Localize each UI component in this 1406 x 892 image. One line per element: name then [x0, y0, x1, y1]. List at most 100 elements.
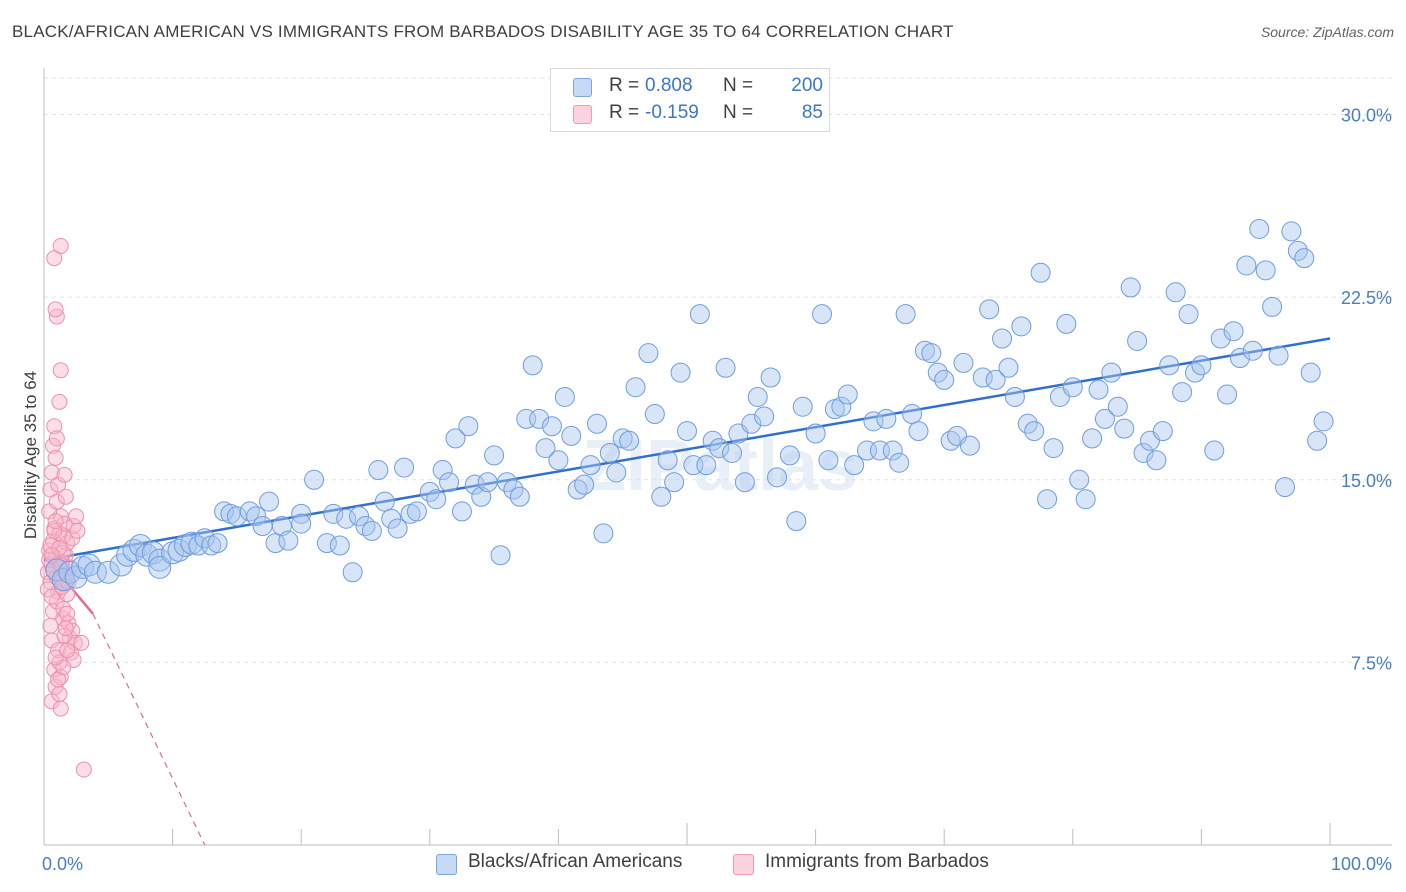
data-point-barbados: [68, 508, 85, 525]
data-point-blacks: [329, 535, 350, 556]
data-point-blacks: [1082, 428, 1103, 449]
data-point-blacks: [291, 513, 312, 534]
data-point-blacks: [1159, 355, 1180, 376]
y-axis-label: Disability Age 35 to 64: [21, 371, 40, 539]
data-point-blacks: [1242, 340, 1263, 361]
watermark: ZIPatlas: [582, 426, 858, 506]
data-point-blacks: [1062, 377, 1083, 398]
data-point-blacks: [1294, 248, 1315, 269]
data-point-blacks: [445, 428, 466, 449]
data-point-blacks: [972, 367, 993, 388]
data-point-blacks: [148, 555, 172, 579]
data-point-barbados: [47, 449, 64, 466]
data-point-blacks: [394, 457, 415, 478]
data-point-blacks: [548, 450, 569, 471]
data-point-blacks: [1217, 384, 1238, 405]
data-point-barbados: [55, 527, 72, 544]
data-point-barbados: [59, 642, 76, 659]
data-point-blacks: [278, 530, 299, 551]
data-point-blacks: [406, 501, 427, 522]
data-point-blacks: [619, 430, 640, 451]
data-point-blacks: [1307, 430, 1328, 451]
trendline-blue: [43, 337, 1331, 562]
stats-legend: R = 0.808 N = 200 R = -0.159 N = 85: [550, 68, 830, 132]
data-point-barbados: [47, 301, 64, 318]
data-point-blacks: [979, 299, 1000, 320]
legend-n-label: N =: [723, 75, 754, 96]
data-point-blacks: [863, 411, 884, 432]
points-barbados: [39, 238, 92, 778]
data-point-barbados: [47, 513, 64, 530]
data-point-blacks: [1223, 321, 1244, 342]
data-point-blacks: [1268, 345, 1289, 366]
data-point-barbados: [52, 238, 69, 255]
data-point-blacks: [818, 450, 839, 471]
data-point-blacks: [1004, 386, 1025, 407]
data-point-blacks: [934, 369, 955, 390]
data-point-barbados: [50, 671, 67, 688]
data-point-blacks: [1210, 328, 1231, 349]
data-point-blacks: [1204, 440, 1225, 461]
data-point-blacks: [180, 531, 204, 555]
data-point-blacks: [644, 404, 665, 425]
data-point-blacks: [1127, 330, 1148, 351]
legend-n-label: N =: [723, 102, 754, 123]
data-point-blacks: [722, 442, 743, 463]
data-point-blacks: [509, 486, 530, 507]
data-point-blacks: [889, 452, 910, 473]
data-point-blacks: [1249, 218, 1270, 239]
data-point-blacks: [1133, 442, 1154, 463]
data-point-blacks: [1191, 355, 1212, 376]
data-point-barbados: [73, 634, 90, 651]
data-point-blacks: [1300, 362, 1321, 383]
data-point-blacks: [96, 560, 120, 584]
data-point-blacks: [387, 518, 408, 539]
data-point-blacks: [484, 445, 505, 466]
x-tick-label: 0.0%: [42, 854, 83, 874]
data-point-blacks: [754, 406, 775, 427]
data-point-blacks: [779, 445, 800, 466]
data-point-blacks: [670, 362, 691, 383]
data-point-blacks: [259, 491, 280, 512]
data-point-barbados: [47, 649, 64, 666]
data-point-blacks: [747, 386, 768, 407]
data-point-barbados: [48, 493, 65, 510]
data-point-blacks: [316, 533, 337, 554]
source-credit: Source: ZipAtlas.com: [1260, 24, 1394, 40]
data-point-blacks: [122, 538, 146, 562]
points-blacks: [45, 218, 1334, 592]
data-point-blacks: [490, 545, 511, 566]
data-point-barbados: [51, 393, 68, 410]
legend-r-value: 0.808: [645, 75, 693, 96]
data-point-blacks: [741, 413, 762, 434]
data-point-blacks: [451, 501, 472, 522]
data-point-blacks: [1262, 296, 1283, 317]
data-point-barbados: [56, 466, 73, 483]
data-point-blacks: [477, 472, 498, 493]
data-point-blacks: [1069, 469, 1090, 490]
data-point-blacks: [1236, 255, 1257, 276]
data-point-blacks: [715, 357, 736, 378]
data-point-blacks: [805, 423, 826, 444]
data-point-blacks: [992, 328, 1013, 349]
data-point-barbados: [48, 430, 65, 447]
y-tick-label: 15.0%: [1341, 471, 1392, 491]
data-point-blacks: [696, 455, 717, 476]
data-point-blacks: [1088, 379, 1109, 400]
legend-n-value: 200: [791, 75, 823, 96]
data-point-blacks: [985, 369, 1006, 390]
data-point-blacks: [464, 474, 485, 495]
data-point-blacks: [689, 304, 710, 325]
data-point-barbados: [59, 605, 76, 622]
legend-swatch-pink: [733, 854, 754, 875]
data-point-blacks: [554, 386, 575, 407]
data-point-blacks: [767, 467, 788, 488]
data-point-blacks: [426, 489, 447, 510]
tick-labels: 7.5% 15.0% 22.5% 30.0% 0.0% 100.0%: [42, 106, 1392, 874]
data-point-blacks: [792, 396, 813, 417]
data-point-barbados: [50, 476, 67, 493]
legend-swatch-pink: [573, 105, 592, 124]
data-point-blacks: [895, 304, 916, 325]
data-point-blacks: [908, 421, 929, 442]
data-point-blacks: [593, 523, 614, 544]
